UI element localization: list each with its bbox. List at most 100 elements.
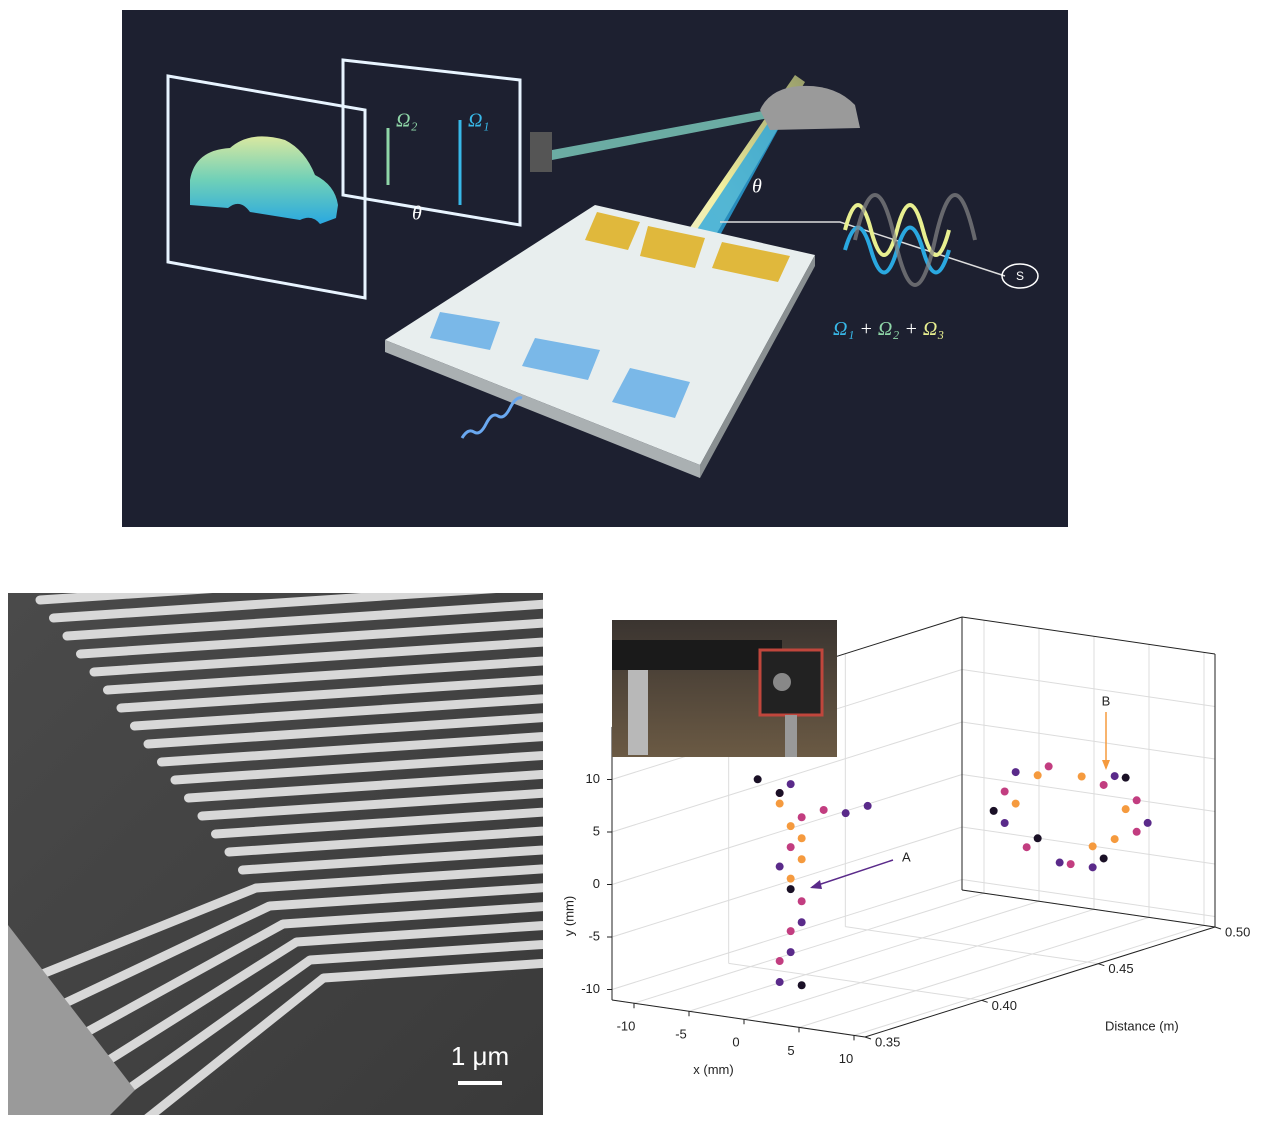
point <box>1011 768 1020 777</box>
point <box>1055 858 1064 867</box>
point <box>753 775 762 784</box>
point <box>989 806 998 815</box>
point <box>1099 780 1108 789</box>
z-tick-label: 0.50 <box>1225 924 1250 939</box>
nanowire <box>157 732 543 767</box>
axis-edge <box>611 999 866 1038</box>
equation: Ω₁ + Ω₂ + Ω₃ <box>833 318 944 340</box>
nanowire <box>170 750 543 785</box>
axis-edge <box>864 926 1216 1038</box>
arrow-head <box>1102 760 1110 770</box>
grating <box>612 368 690 418</box>
y-tick-label: 5 <box>593 823 600 838</box>
point <box>1132 827 1141 836</box>
grid-line <box>688 900 1040 1012</box>
post <box>785 715 797 757</box>
nanowire <box>184 769 543 803</box>
point <box>786 885 795 894</box>
x-tick-label: 10 <box>839 1051 853 1066</box>
label: Ω₂ <box>396 110 417 132</box>
axis-edge <box>961 889 1216 928</box>
point <box>797 855 806 864</box>
point <box>797 813 806 822</box>
point <box>786 948 795 957</box>
point <box>786 927 795 936</box>
point <box>775 978 784 987</box>
nanowire <box>305 939 543 965</box>
electrode <box>712 242 790 282</box>
grid-line <box>853 924 1205 1036</box>
nanowire <box>144 974 327 1115</box>
operator: + <box>904 318 918 340</box>
z-tick-label: 0.40 <box>992 998 1017 1013</box>
term: Ω₁ <box>833 318 854 340</box>
grid-line <box>961 879 1216 917</box>
nanowire <box>130 694 543 731</box>
electrode <box>585 212 640 250</box>
nanowire <box>116 675 543 713</box>
term: Ω₂ <box>878 318 899 340</box>
input-wave <box>460 396 523 439</box>
point <box>1000 787 1009 796</box>
grid-line <box>961 826 1216 865</box>
nanowire <box>53 920 286 1053</box>
nanowire <box>197 788 543 821</box>
nanowire <box>265 883 543 911</box>
target <box>758 648 824 717</box>
grid-line <box>611 721 963 833</box>
nanowire <box>18 883 258 988</box>
grid-line <box>728 962 982 1001</box>
point <box>1044 762 1053 771</box>
nanowire <box>278 902 543 929</box>
x-tick-label: 0 <box>732 1035 739 1050</box>
point <box>775 957 784 966</box>
z-axis-label: Distance (m) <box>1105 1018 1179 1033</box>
point <box>1143 818 1152 827</box>
x-axis-label: x (mm) <box>693 1062 733 1077</box>
point <box>1033 834 1042 843</box>
point <box>1022 843 1031 852</box>
nanowire <box>76 618 543 659</box>
nanowire <box>49 593 497 623</box>
pad <box>8 925 135 1115</box>
annotation-arrow <box>811 859 894 888</box>
point <box>1121 805 1130 814</box>
point <box>841 809 850 818</box>
label: θ <box>412 203 422 225</box>
scale-label: 1 μm <box>451 1041 509 1071</box>
label: Ω₁ <box>468 110 489 132</box>
point <box>797 918 806 927</box>
x-tick-label: 5 <box>787 1043 794 1058</box>
source <box>1001 263 1039 289</box>
car-image <box>190 136 338 224</box>
grid-line <box>798 916 1150 1028</box>
detector <box>530 132 552 172</box>
tick-mark <box>864 1036 872 1040</box>
point <box>786 780 795 789</box>
point <box>1132 796 1141 805</box>
nanowire <box>292 921 543 947</box>
scatter-plot: -10 -5 0 5 10 -10 -5 0 5 10 0.35 0.40 0.45 0.50 x (mm)… <box>561 616 1250 1077</box>
grating <box>430 312 500 350</box>
nanowire <box>238 845 543 875</box>
point <box>1000 818 1009 827</box>
point <box>863 801 872 810</box>
grid-line <box>611 879 963 990</box>
nanowire <box>36 901 272 1021</box>
nanowire <box>251 864 543 893</box>
point <box>1121 773 1130 782</box>
nanowire <box>143 713 543 749</box>
nanowire <box>35 593 213 605</box>
nanowire <box>224 826 543 857</box>
grid-line <box>961 774 1216 812</box>
point <box>786 843 795 852</box>
screen <box>341 58 522 227</box>
annotation: A <box>902 849 911 864</box>
tick-mark <box>1214 926 1222 930</box>
y-tick-label: -10 <box>581 981 600 996</box>
tick-mark <box>1098 963 1105 967</box>
y-axis-label: y (mm) <box>561 896 576 936</box>
electrode <box>640 226 705 268</box>
chip <box>385 205 815 465</box>
